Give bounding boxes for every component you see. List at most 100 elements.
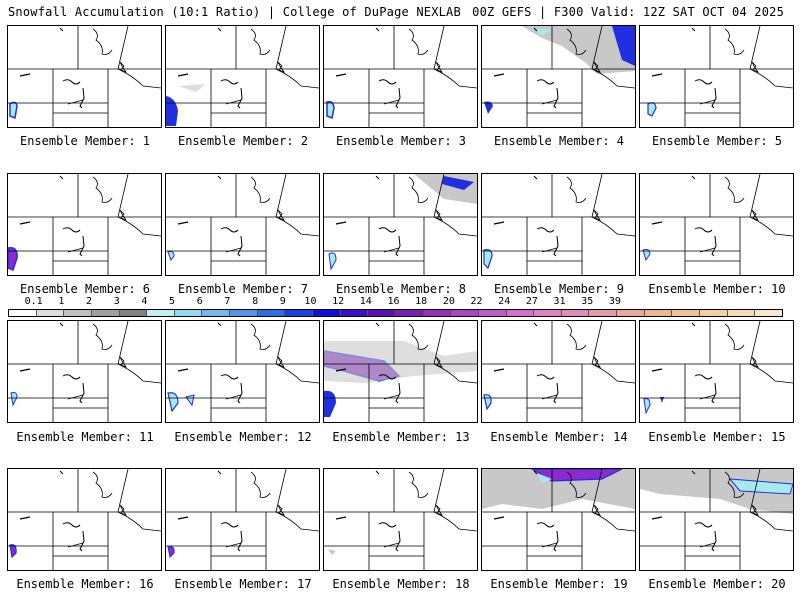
color-swatch: [644, 310, 673, 316]
ensemble-member-map: [481, 468, 636, 571]
snowfall-map: [8, 26, 161, 127]
ensemble-member-map: [165, 468, 320, 571]
scale-tick-label: 5: [169, 296, 176, 307]
ensemble-member-label: Ensemble Member: 12: [174, 430, 312, 444]
snowfall-map: [8, 321, 161, 422]
color-swatch: [257, 310, 286, 316]
scale-tick-label: 39: [608, 296, 621, 307]
scale-tick-label: 27: [525, 296, 538, 307]
color-swatch: [534, 310, 562, 316]
color-swatch: [589, 310, 618, 316]
color-swatch: [368, 310, 396, 316]
ensemble-member-map: [323, 468, 478, 571]
ensemble-member-label: Ensemble Member: 7: [177, 282, 309, 296]
ensemble-member-map: [7, 25, 162, 128]
ensemble-member-label: Ensemble Member: 9: [493, 282, 625, 296]
scale-tick-label: 9: [279, 296, 286, 307]
scale-tick-label: 2: [86, 296, 93, 307]
snowfall-map: [324, 26, 477, 127]
color-scale: 0.1 1 2 3 4 5 6 7 8 9 10 12 14 16 18 20 22 24 27 31 35 39: [8, 296, 783, 318]
scale-tick-label: 20: [442, 296, 455, 307]
color-swatch: [147, 310, 175, 316]
ensemble-member-map: [481, 320, 636, 423]
color-swatch: [230, 310, 258, 316]
color-swatch: [617, 310, 645, 316]
scale-tick-label: 24: [498, 296, 511, 307]
ensemble-member-map: [323, 173, 478, 276]
ensemble-member-label: Ensemble Member: 6: [19, 282, 151, 296]
ensemble-member-map: [7, 468, 162, 571]
scale-tick-label: 0.1: [24, 296, 43, 307]
ensemble-member-map: [7, 320, 162, 423]
ensemble-member-label: Ensemble Member: 2: [177, 134, 309, 148]
snowfall-map: [324, 469, 477, 570]
ensemble-member-label: Ensemble Member: 10: [648, 282, 786, 296]
ensemble-member-map: [323, 320, 478, 423]
ensemble-member-map: [639, 468, 794, 571]
snowfall-map: [8, 469, 161, 570]
ensemble-member-label: Ensemble Member: 11: [16, 430, 154, 444]
color-swatch: [395, 310, 424, 316]
snowfall-map: [324, 321, 477, 422]
color-swatch: [423, 310, 452, 316]
color-swatch: [285, 310, 314, 316]
color-swatch: [174, 310, 203, 316]
scale-tick-label: 4: [141, 296, 148, 307]
color-swatch: [451, 310, 479, 316]
scale-tick-label: 7: [224, 296, 231, 307]
color-swatch: [202, 310, 231, 316]
color-swatch: [91, 310, 120, 316]
ensemble-member-label: Ensemble Member: 17: [174, 577, 312, 591]
snowfall-map: [482, 321, 635, 422]
ensemble-member-map: [323, 25, 478, 128]
color-swatch: [700, 310, 728, 316]
color-swatch: [313, 310, 341, 316]
ensemble-member-map: [639, 25, 794, 128]
ensemble-member-label: Ensemble Member: 3: [335, 134, 467, 148]
color-swatch: [506, 310, 535, 316]
ensemble-member-label: Ensemble Member: 15: [648, 430, 786, 444]
snowfall-map: [640, 469, 793, 570]
color-swatch: [119, 310, 148, 316]
ensemble-member-label: Ensemble Member: 1: [19, 134, 151, 148]
ensemble-member-map: [165, 320, 320, 423]
snowfall-map: [482, 26, 635, 127]
color-swatch: [561, 310, 590, 316]
ensemble-member-map: [639, 173, 794, 276]
color-swatch: [340, 310, 369, 316]
scale-tick-label: 31: [553, 296, 566, 307]
color-swatch: [36, 310, 65, 316]
scale-tick-label: 22: [470, 296, 483, 307]
ensemble-member-map: [165, 173, 320, 276]
scale-tick-label: 16: [387, 296, 400, 307]
scale-tick-label: 35: [581, 296, 594, 307]
snowfall-map: [166, 321, 319, 422]
model-run-info: 00Z GEFS | F300 Valid: 12Z SAT OCT 04 20…: [472, 5, 784, 19]
snowfall-map: [640, 321, 793, 422]
scale-tick-label: 12: [332, 296, 345, 307]
snowfall-map: [324, 174, 477, 275]
scale-tick-label: 14: [359, 296, 372, 307]
color-swatch: [478, 310, 507, 316]
ensemble-member-label: Ensemble Member: 20: [648, 577, 786, 591]
snowfall-map: [166, 469, 319, 570]
ensemble-member-label: Ensemble Member: 13: [332, 430, 470, 444]
snowfall-map: [482, 174, 635, 275]
snowfall-map: [640, 174, 793, 275]
scale-tick-label: 1: [58, 296, 65, 307]
chart-title: Snowfall Accumulation (10:1 Ratio) | Col…: [8, 5, 461, 19]
snowfall-map: [166, 174, 319, 275]
ensemble-member-label: Ensemble Member: 18: [332, 577, 470, 591]
ensemble-member-map: [639, 320, 794, 423]
ensemble-member-map: [481, 173, 636, 276]
scale-tick-label: 3: [113, 296, 120, 307]
ensemble-member-map: [7, 173, 162, 276]
ensemble-member-label: Ensemble Member: 19: [490, 577, 628, 591]
color-swatch: [727, 310, 756, 316]
color-swatch: [755, 310, 782, 316]
ensemble-member-label: Ensemble Member: 16: [16, 577, 154, 591]
ensemble-member-label: Ensemble Member: 5: [651, 134, 783, 148]
snowfall-map: [166, 26, 319, 127]
scale-tick-label: 10: [304, 296, 317, 307]
scale-tick-label: 18: [415, 296, 428, 307]
